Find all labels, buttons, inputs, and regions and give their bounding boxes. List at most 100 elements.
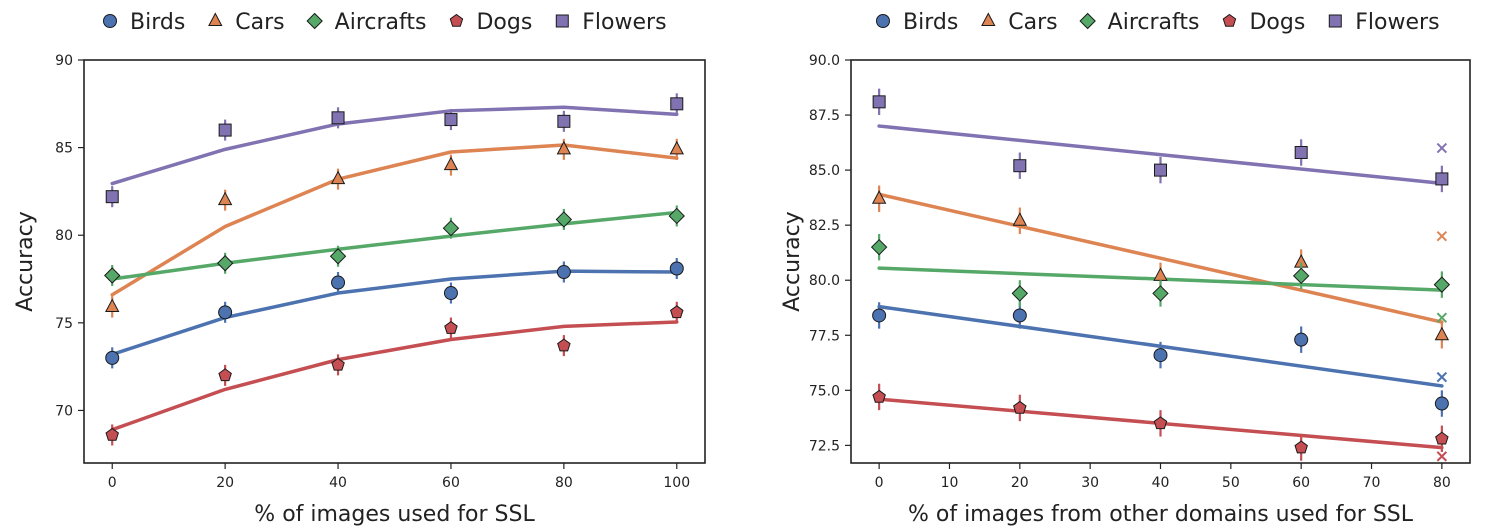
- x-tick-label: 0: [875, 475, 884, 491]
- x-tick-label: 80: [555, 475, 573, 491]
- legend-label-cars: Cars: [1008, 10, 1057, 35]
- data-point-flowers: [331, 111, 345, 125]
- data-point-flowers: [557, 114, 571, 128]
- data-point-birds: [669, 261, 684, 276]
- data-point-flowers: [444, 113, 458, 127]
- data-point-dogs: [444, 320, 458, 334]
- x-tick-label: 40: [1152, 475, 1170, 491]
- data-point-dogs: [557, 338, 571, 352]
- legend-label-dogs: Dogs: [1249, 10, 1305, 35]
- legend-marker-dogs: [1222, 13, 1237, 27]
- data-point-flowers: [1013, 159, 1027, 173]
- data-point-cars: [1012, 212, 1028, 226]
- data-point-birds: [331, 275, 346, 290]
- data-point-dogs: [331, 357, 345, 371]
- legend-label-birds: Birds: [903, 10, 958, 35]
- fit-line-birds: [110, 269, 679, 357]
- data-point-aircrafts: [442, 220, 460, 237]
- data-point-birds: [1012, 308, 1027, 323]
- data-point-dogs: [1013, 400, 1027, 414]
- legend-marker-dogs: [449, 13, 464, 27]
- legend-marker-cars: [208, 12, 223, 26]
- y-axis-label: Accuracy: [13, 211, 38, 311]
- data-point-cars: [1434, 326, 1450, 341]
- legend-label-flowers: Flowers: [1355, 10, 1439, 35]
- data-point-aircrafts: [1433, 276, 1451, 293]
- x-tick-label: 60: [1292, 475, 1310, 491]
- data-point-birds: [872, 308, 887, 323]
- data-point-dogs: [218, 368, 232, 382]
- data-point-dogs: [1435, 431, 1449, 445]
- y-tick-label: 80: [55, 228, 73, 244]
- data-point-flowers: [1154, 163, 1167, 177]
- data-point-birds: [1434, 396, 1449, 411]
- data-point-dogs: [872, 389, 886, 403]
- x-tick-label: 100: [663, 475, 690, 491]
- data-point-dogs: [1294, 440, 1308, 454]
- x-tick-label: 20: [1011, 475, 1029, 491]
- data-point-flowers: [670, 97, 684, 111]
- y-tick-label: 87.5: [809, 108, 840, 124]
- legend-marker-flowers: [1328, 14, 1342, 28]
- x-tick-label: 80: [1433, 475, 1451, 491]
- left-chart-panel: 0 20 40 60 80 100 70 75 80 85 90 % of images used f…: [13, 10, 706, 527]
- data-point-aircrafts: [1011, 285, 1029, 302]
- y-tick-label: 85: [55, 141, 73, 157]
- data-point-cars: [871, 190, 887, 204]
- y-tick-label: 90: [55, 53, 73, 69]
- x-tick-label: 60: [442, 475, 460, 491]
- cross-stroke: [1436, 451, 1448, 462]
- data-point-flowers: [218, 123, 232, 137]
- cross-stroke: [1436, 142, 1448, 154]
- data-point-dogs: [1153, 416, 1168, 430]
- cross-marker-aircrafts: [1436, 312, 1448, 323]
- data-point-aircrafts: [668, 207, 685, 225]
- data-point-aircrafts: [104, 267, 121, 284]
- data-point-cars: [556, 140, 572, 155]
- y-tick-label: 77.5: [809, 328, 840, 344]
- cross-stroke: [1436, 371, 1448, 383]
- data-point-dogs: [105, 427, 119, 441]
- legend-marker-cars: [981, 12, 996, 26]
- legend-marker-aircrafts: [306, 12, 323, 30]
- data-point-aircrafts: [1292, 267, 1310, 285]
- cross-marker-birds: [1436, 371, 1448, 383]
- fit-line-dogs: [110, 320, 679, 432]
- right-chart-panel: 0 10 20 30 40 50 60 70 80 72.5 75.0 77.5 80.0 82.5 85.…: [780, 10, 1471, 527]
- plot-frame: [83, 59, 706, 464]
- data-point-birds: [218, 305, 233, 320]
- legend-label-dogs: Dogs: [476, 10, 532, 35]
- data-point-flowers: [105, 190, 119, 204]
- data-point-birds: [1153, 348, 1168, 363]
- y-tick-label: 75.0: [809, 383, 840, 399]
- y-tick-label: 70: [55, 403, 73, 419]
- legend: Birds Cars Aircrafts Dogs Flowers: [103, 10, 667, 35]
- legend-marker-aircrafts: [1079, 12, 1096, 30]
- cross-stroke: [1436, 230, 1448, 242]
- data-point-dogs: [670, 305, 684, 319]
- x-tick-label: 0: [108, 475, 117, 491]
- legend-marker-birds: [876, 14, 890, 28]
- data-point-aircrafts: [329, 248, 347, 265]
- y-tick-label: 82.5: [809, 218, 840, 234]
- x-tick-label: 20: [216, 475, 234, 491]
- y-tick-label: 75: [55, 316, 73, 332]
- cross-marker-flowers: [1436, 142, 1448, 154]
- data-point-flowers: [1294, 145, 1308, 159]
- data-point-cars: [105, 298, 120, 313]
- data-point-birds: [105, 350, 120, 365]
- legend-label-cars: Cars: [235, 10, 284, 35]
- plot-frame: [850, 59, 1471, 464]
- fit-line-flowers: [110, 105, 679, 186]
- x-tick-label: 30: [1081, 475, 1099, 491]
- data-point-aircrafts: [1152, 285, 1169, 302]
- y-tick-label: 80.0: [809, 273, 840, 289]
- data-point-aircrafts: [870, 238, 888, 256]
- legend-label-flowers: Flowers: [582, 10, 666, 35]
- legend: Birds Cars Aircrafts Dogs Flowers: [876, 10, 1440, 35]
- cross-stroke: [1436, 312, 1448, 323]
- fit-line-cars: [110, 143, 679, 297]
- data-point-cars: [1153, 267, 1168, 281]
- fit-line-cars: [877, 192, 1444, 324]
